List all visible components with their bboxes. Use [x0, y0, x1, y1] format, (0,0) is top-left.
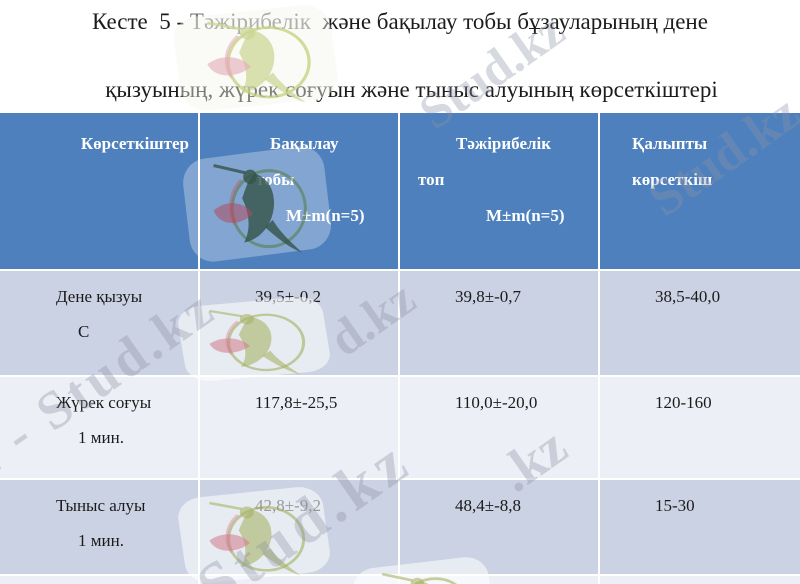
cell-control-value: 117,8±-25,5 [200, 377, 398, 478]
caption-line2: қызуының, жүрек соғуын және тыныс алуыны… [105, 77, 718, 102]
caption-line1-part1: Кесте 5 - [92, 9, 190, 34]
table-row-partial [0, 576, 800, 584]
table-row-body-temperature: Дене қызуы С 39,5±-0,2 39,8±-0,7 38,5-40… [0, 270, 800, 376]
header-cell-control-group: Бақылау тобы М±m(n=5) [200, 113, 398, 269]
table-caption: Кесте 5 - Тәжірибелік және бақылау тобы … [0, 0, 800, 170]
cell-experimental-value: 110,0±-20,0 [400, 377, 598, 478]
table-row-respiration: Тыныс алуы 1 мин. 42,8±-9,2 48,4±-8,8 15… [0, 479, 800, 574]
cell-normal-value: 15-30 [600, 479, 800, 574]
table-row-heart-rate: Жүрек соғуы 1 мин. 117,8±-25,5 110,0±-20… [0, 377, 800, 478]
indicators-table: Көрсеткіштер Бақылау тобы М±m(n=5) Тәжір… [0, 113, 800, 584]
cell-normal-value: 38,5-40,0 [600, 270, 800, 376]
cell-parameter: Тыныс алуы 1 мин. [0, 479, 198, 574]
header-cell-experimental-group: Тәжірибелік топ М±m(n=5) [400, 113, 598, 269]
header-cell-normal-value: Қалыпты көрсеткіш [600, 113, 800, 269]
cell-experimental-value: 48,4±-8,8 [400, 479, 598, 574]
cell-control-value: 42,8±-9,2 [200, 479, 398, 574]
header-cell-indicators: Көрсеткіштер [0, 113, 198, 269]
cell-control-value: 39,5±-0,2 [200, 270, 398, 376]
caption-line1-part3: және бақылау тобы бұзауларының дене [310, 9, 708, 34]
cell-parameter: Жүрек соғуы 1 мин. [0, 377, 198, 478]
caption-line1-part2: Тәжірибелік [189, 9, 311, 34]
header-indicators-label: Көрсеткіштер [80, 134, 189, 153]
cell-normal-value: 120-160 [600, 377, 800, 478]
cell-parameter: Дене қызуы С [0, 270, 198, 376]
cell-experimental-value: 39,8±-0,7 [400, 270, 598, 376]
table-header-row: Көрсеткіштер Бақылау тобы М±m(n=5) Тәжір… [0, 113, 800, 269]
